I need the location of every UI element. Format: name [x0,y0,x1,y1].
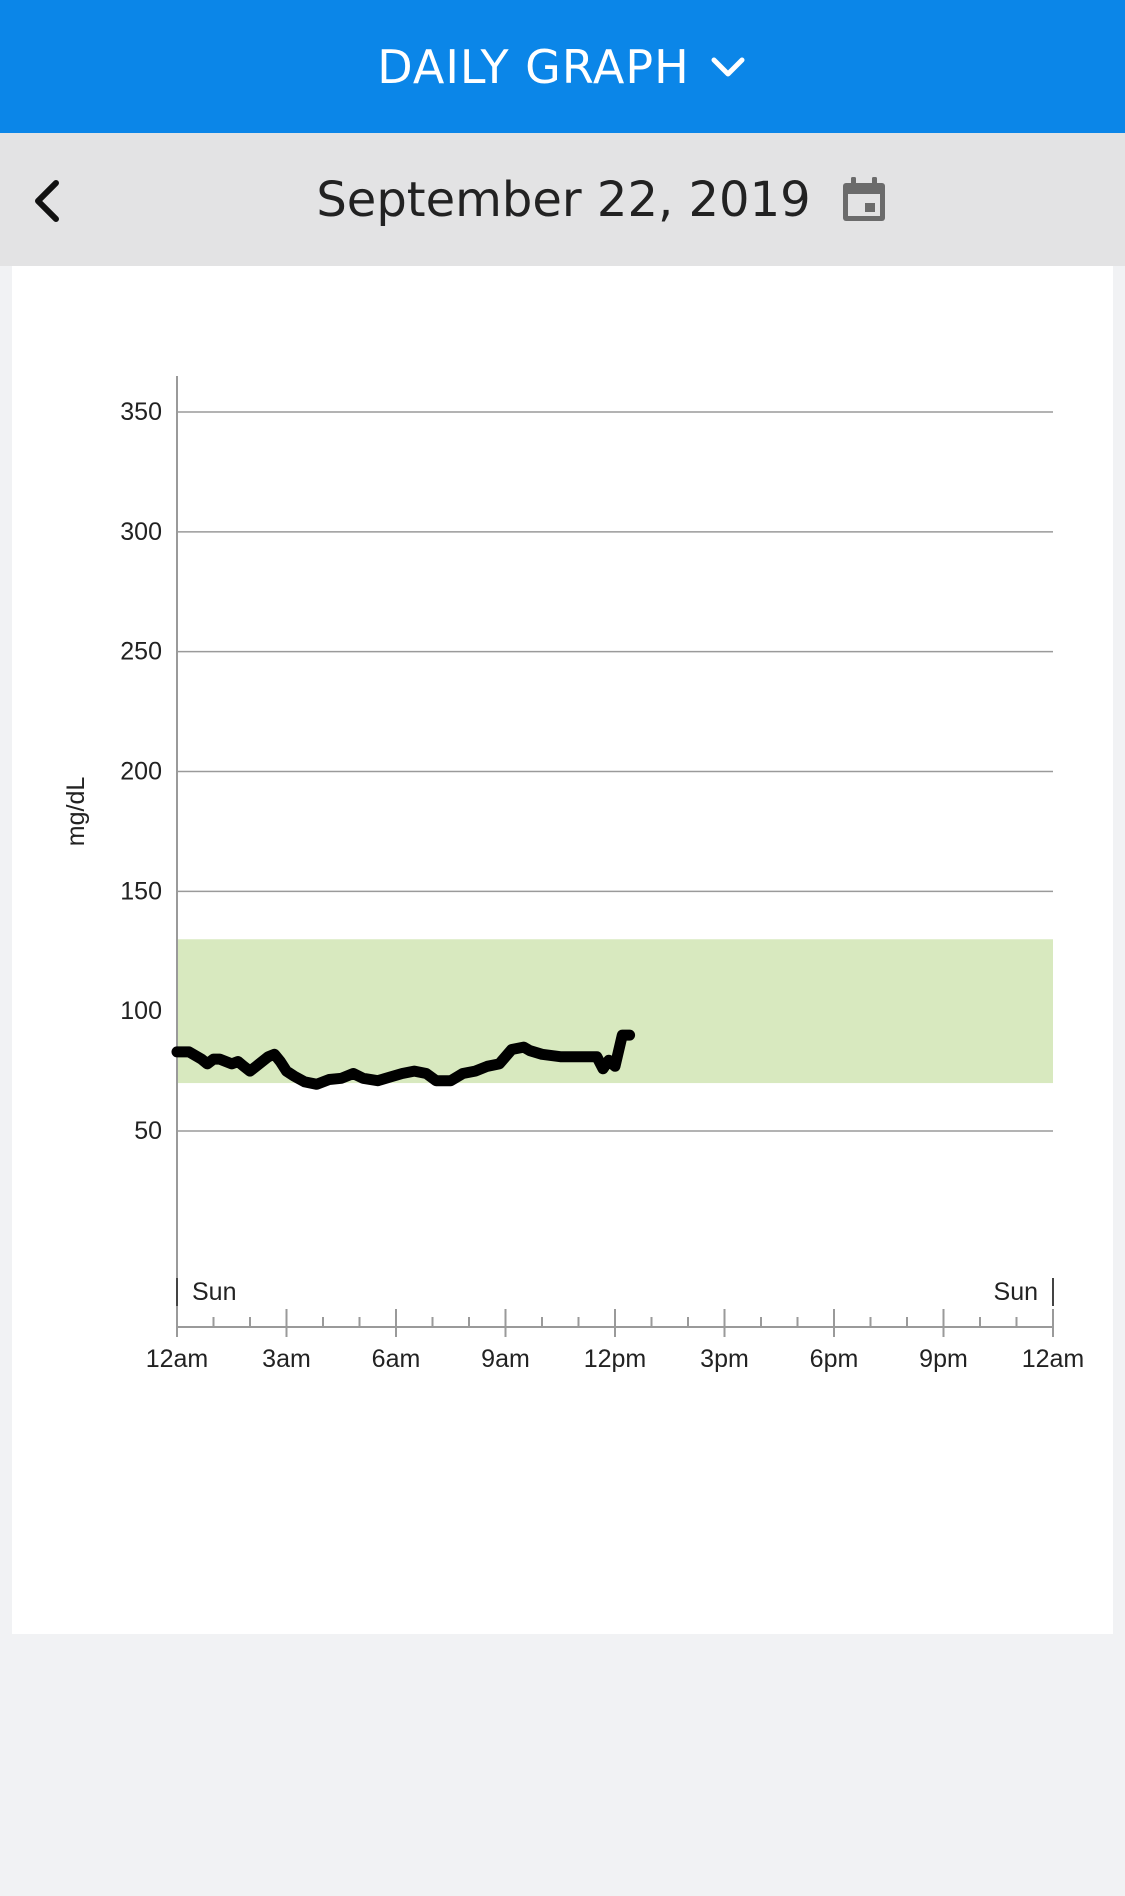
glucose-line [171,1029,636,1090]
app-header: DAILY GRAPH [0,0,1125,133]
x-tick-label: 12am [146,1345,209,1373]
back-button[interactable] [24,173,80,229]
view-selector[interactable]: DAILY GRAPH [377,40,747,94]
date-navigation-bar: September 22, 2019 [0,133,1125,266]
x-tick-label: 9pm [919,1345,968,1373]
daily-glucose-chart: 50 100 150 200 250 300 350 12am 3am 6am 9am 12pm 3pm… [62,376,1085,1373]
y-tick-label: 100 [120,997,162,1025]
y-tick-label: 50 [134,1117,162,1145]
y-tick-label: 200 [120,758,162,786]
y-axis-label: mg/dL [62,777,90,847]
x-tick-label: 12am [1022,1345,1085,1373]
chevron-down-icon [711,57,745,76]
y-tick-label: 350 [120,398,162,426]
x-tick-label: 6pm [810,1345,859,1373]
y-tick-label: 250 [120,638,162,666]
y-tick-label: 150 [120,877,162,905]
day-label: Sun [192,1278,236,1306]
calendar-icon[interactable] [839,175,889,225]
day-label: Sun [994,1278,1038,1306]
selected-date: September 22, 2019 [316,171,811,228]
chart-card: 50 100 150 200 250 300 350 12am 3am 6am 9am 12pm 3pm… [12,266,1113,1634]
page-title: DAILY GRAPH [377,39,690,94]
x-tick-label: 9am [481,1345,530,1373]
x-tick-label: 3pm [700,1345,749,1373]
x-tick-label: 12pm [584,1345,647,1373]
chevron-left-icon [35,180,59,222]
y-tick-label: 300 [120,518,162,546]
x-tick-label: 6am [372,1345,421,1373]
x-tick-label: 3am [262,1345,311,1373]
